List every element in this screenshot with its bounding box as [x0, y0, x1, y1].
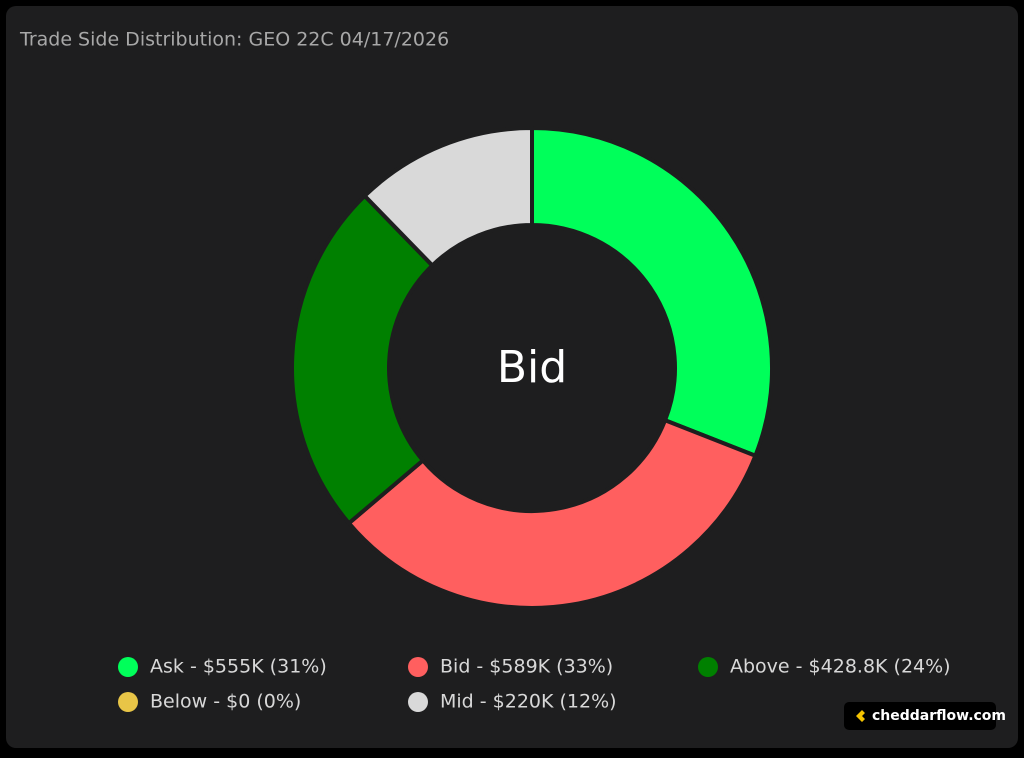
- donut-slice: [346, 418, 758, 610]
- donut-slice: [290, 193, 435, 526]
- chart-title: Trade Side Distribution: GEO 22C 04/17/2…: [19, 29, 449, 51]
- legend-swatch: [118, 657, 138, 677]
- center-label: Bid: [497, 342, 567, 393]
- watermark-text: cheddarflow.com: [872, 708, 1006, 724]
- legend-swatch: [698, 657, 718, 677]
- watermark-box: [844, 702, 996, 730]
- legend-swatch: [118, 692, 138, 712]
- legend-label: Below - $0 (0%): [150, 691, 301, 713]
- donut-slice: [530, 126, 774, 458]
- legend-label: Above - $428.8K (24%): [730, 656, 951, 678]
- legend-swatch: [408, 692, 428, 712]
- watermark-icon: [856, 710, 865, 722]
- donut-slice: [362, 126, 534, 268]
- panel: [6, 6, 1018, 748]
- legend-label: Mid - $220K (12%): [440, 691, 617, 713]
- legend-label: Bid - $589K (33%): [440, 656, 613, 678]
- watermark: cheddarflow.com: [844, 702, 1006, 730]
- legend-swatch: [408, 657, 428, 677]
- legend-label: Ask - $555K (31%): [150, 656, 327, 678]
